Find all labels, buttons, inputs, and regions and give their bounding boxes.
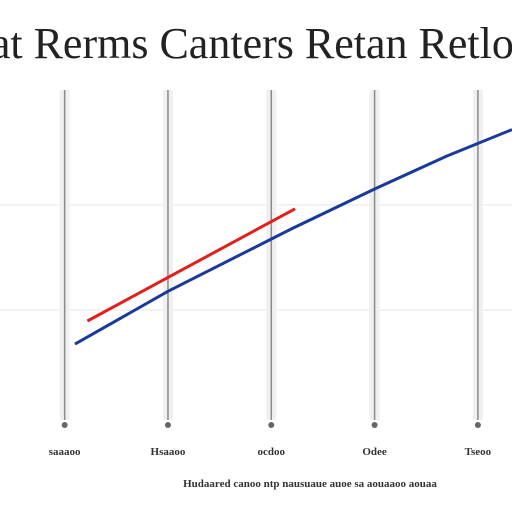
tick-mark <box>371 422 378 428</box>
x-tick-label: Hsaaoo <box>151 446 186 458</box>
footnote: Hudaared canoo ntp nausuaue auoe sa aoua… <box>183 478 437 490</box>
x-tick-label: Odee <box>362 446 387 458</box>
chart-title: Eat Rerms Canters Retan Retlom <box>0 19 512 68</box>
x-tick-label: ocdoo <box>258 446 286 458</box>
x-tick-label: saaaoo <box>49 446 81 458</box>
tick-mark <box>474 422 481 428</box>
tick-mark <box>268 422 275 428</box>
tick-mark <box>61 422 68 428</box>
tick-mark <box>164 422 171 428</box>
data-line <box>74 128 512 346</box>
x-tick-label: Tseoo <box>465 446 492 458</box>
data-line <box>86 207 296 323</box>
